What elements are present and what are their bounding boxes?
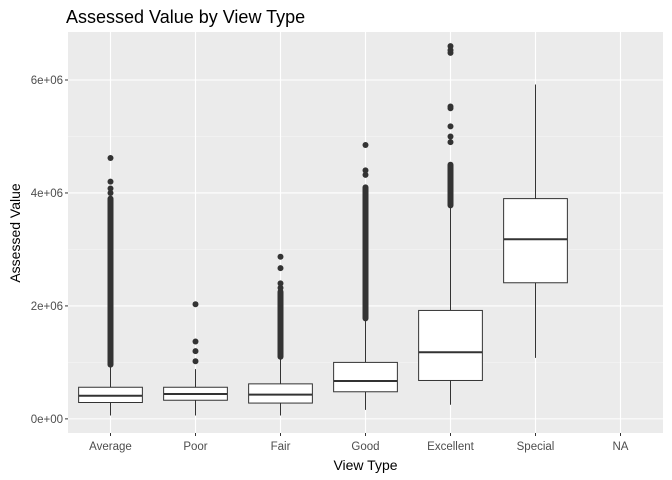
outlier-point: [277, 280, 284, 287]
outlier-point: [192, 348, 199, 355]
y-tick-label: 4e+06: [31, 188, 63, 200]
box-fair: [248, 253, 313, 416]
x-tick-label: NA: [613, 441, 629, 453]
outlier-point: [107, 185, 114, 192]
outlier-point: [192, 338, 199, 345]
outlier-cluster: [277, 288, 284, 360]
y-axis: 0e+00 2e+06 4e+06 6e+06: [31, 75, 68, 426]
box-poor: [163, 301, 228, 416]
box-iqr: [248, 383, 313, 404]
x-axis-title: View Type: [333, 457, 397, 473]
x-tick-label: Good: [351, 441, 379, 453]
outlier-point: [362, 171, 369, 178]
outlier-point: [277, 284, 284, 291]
outlier-point: [447, 103, 454, 110]
box-iqr: [418, 309, 483, 381]
y-tick-label: 2e+06: [31, 301, 63, 313]
outlier-point: [192, 301, 199, 308]
outlier-point: [107, 178, 114, 185]
outlier-point: [277, 265, 284, 272]
outlier-point: [447, 139, 454, 146]
x-tick-label: Fair: [271, 441, 291, 453]
outlier-point: [277, 253, 284, 260]
box-excellent: [418, 43, 483, 405]
x-axis: Average Poor Fair Good Excellent Special NA: [89, 433, 629, 453]
x-tick-label: Poor: [183, 441, 207, 453]
box-iqr: [333, 361, 398, 393]
outlier-cluster: [362, 184, 369, 322]
boxes: [78, 43, 568, 416]
box-iqr: [503, 198, 568, 284]
y-tick-label: 6e+06: [31, 75, 63, 87]
outlier-cluster: [447, 161, 454, 209]
outlier-point: [192, 358, 199, 365]
outlier-point: [447, 43, 454, 50]
outlier-cluster: [107, 195, 114, 368]
x-tick-label: Average: [89, 441, 132, 453]
outlier-point: [107, 154, 114, 161]
outlier-point: [362, 167, 369, 174]
chart-title: Assessed Value by View Type: [66, 7, 305, 27]
box-average: [78, 154, 143, 416]
outlier-point: [362, 141, 369, 148]
box-special: [503, 84, 568, 358]
outlier-point: [447, 133, 454, 140]
y-axis-title: Assessed Value: [7, 183, 23, 283]
outlier-point: [107, 189, 114, 196]
y-tick-label: 0e+00: [31, 414, 63, 426]
outlier-point: [447, 123, 454, 130]
x-tick-label: Special: [517, 441, 555, 453]
x-tick-label: Excellent: [427, 441, 474, 453]
box-good: [333, 141, 398, 410]
